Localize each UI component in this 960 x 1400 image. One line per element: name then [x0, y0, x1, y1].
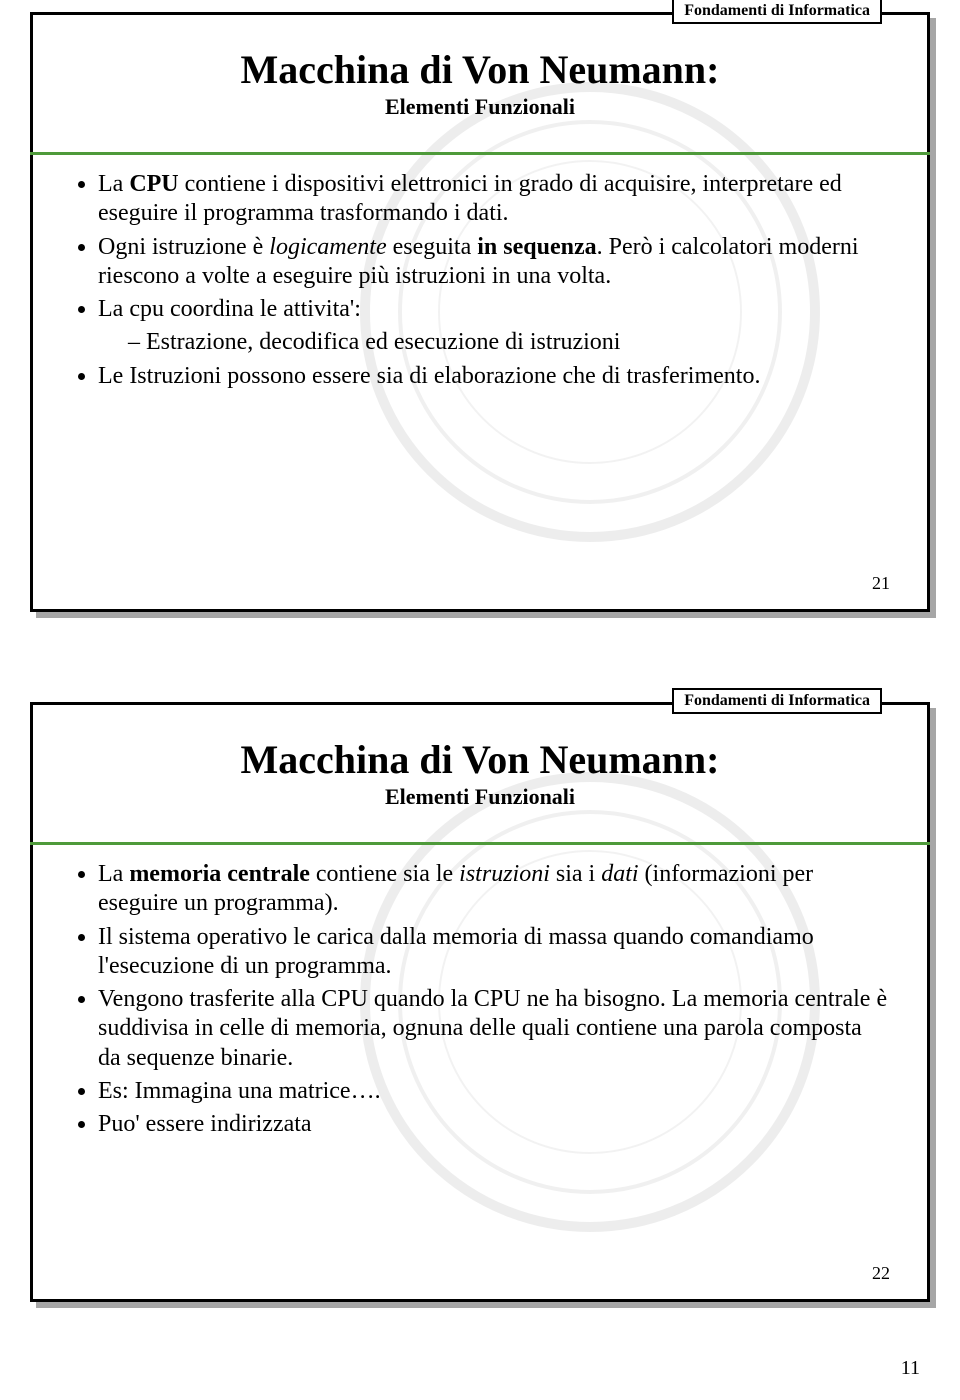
text-segment: La	[98, 171, 129, 197]
bullet-item: Ogni istruzione è logicamente eseguita i…	[98, 233, 890, 292]
bullet-list: La memoria centrale contiene sia le istr…	[70, 860, 890, 1139]
title-block: Macchina di Von Neumann: Elementi Funzio…	[90, 48, 870, 120]
text-segment: CPU	[129, 171, 178, 197]
slide-title: Macchina di Von Neumann:	[90, 48, 870, 92]
bullet-item: La cpu coordina le attivita': Estrazione,…	[98, 295, 890, 358]
text-segment: La	[98, 861, 129, 887]
text-segment: istruzioni	[459, 861, 550, 887]
slide-1: Fondamenti di Informatica Macchina di Vo…	[30, 12, 930, 612]
bullet-item: Puo' essere indirizzata	[98, 1110, 890, 1139]
sub-bullet-list: Estrazione, decodifica ed esecuzione di …	[98, 328, 890, 357]
bullet-item: Es: Immagina una matrice….	[98, 1077, 890, 1106]
text-segment: Ogni istruzione è	[98, 234, 269, 260]
divider-rule	[30, 152, 930, 155]
slide-subtitle: Elementi Funzionali	[90, 94, 870, 120]
divider-rule	[30, 842, 930, 845]
text-segment: in sequenza	[477, 234, 596, 260]
text-segment: Es: Immagina una matrice….	[98, 1078, 381, 1104]
text-segment: logicamente	[269, 234, 386, 260]
text-segment: eseguita	[387, 234, 478, 260]
text-segment: sia i	[550, 861, 601, 887]
bullet-item: Il sistema operativo le carica dalla mem…	[98, 923, 890, 982]
text-segment: Il sistema operativo le carica dalla mem…	[98, 924, 814, 979]
slide-body: La CPU contiene i dispositivi elettronic…	[70, 170, 890, 572]
slide-number: 22	[872, 1263, 890, 1284]
header-badge: Fondamenti di Informatica	[672, 0, 882, 24]
page: Fondamenti di Informatica Macchina di Vo…	[0, 0, 960, 1400]
slide-subtitle: Elementi Funzionali	[90, 784, 870, 810]
text-segment: contiene sia le	[310, 861, 459, 887]
bullet-item: La CPU contiene i dispositivi elettronic…	[98, 170, 890, 229]
text-segment: La cpu coordina le attivita':	[98, 296, 361, 322]
title-block: Macchina di Von Neumann: Elementi Funzio…	[90, 738, 870, 810]
slide-body: La memoria centrale contiene sia le istr…	[70, 860, 890, 1262]
text-segment: Vengono trasferite alla CPU quando la CP…	[98, 986, 887, 1071]
text-segment: Puo' essere indirizzata	[98, 1111, 312, 1137]
header-badge: Fondamenti di Informatica	[672, 688, 882, 714]
slide-2: Fondamenti di Informatica Macchina di Vo…	[30, 702, 930, 1302]
text-segment: Le Istruzioni possono essere sia di elab…	[98, 363, 760, 389]
text-segment: dati	[601, 861, 638, 887]
bullet-item: Le Istruzioni possono essere sia di elab…	[98, 362, 890, 391]
text-segment: Estrazione, decodifica ed esecuzione di …	[146, 329, 620, 355]
text-segment: contiene i dispositivi elettronici in gr…	[98, 171, 842, 226]
bullet-item: Vengono trasferite alla CPU quando la CP…	[98, 985, 890, 1073]
slide-number: 21	[872, 573, 890, 594]
slide-title: Macchina di Von Neumann:	[90, 738, 870, 782]
bullet-list: La CPU contiene i dispositivi elettronic…	[70, 170, 890, 391]
page-number: 11	[901, 1357, 920, 1380]
text-segment: memoria centrale	[129, 861, 310, 887]
sub-bullet-item: Estrazione, decodifica ed esecuzione di …	[128, 328, 890, 357]
bullet-item: La memoria centrale contiene sia le istr…	[98, 860, 890, 919]
